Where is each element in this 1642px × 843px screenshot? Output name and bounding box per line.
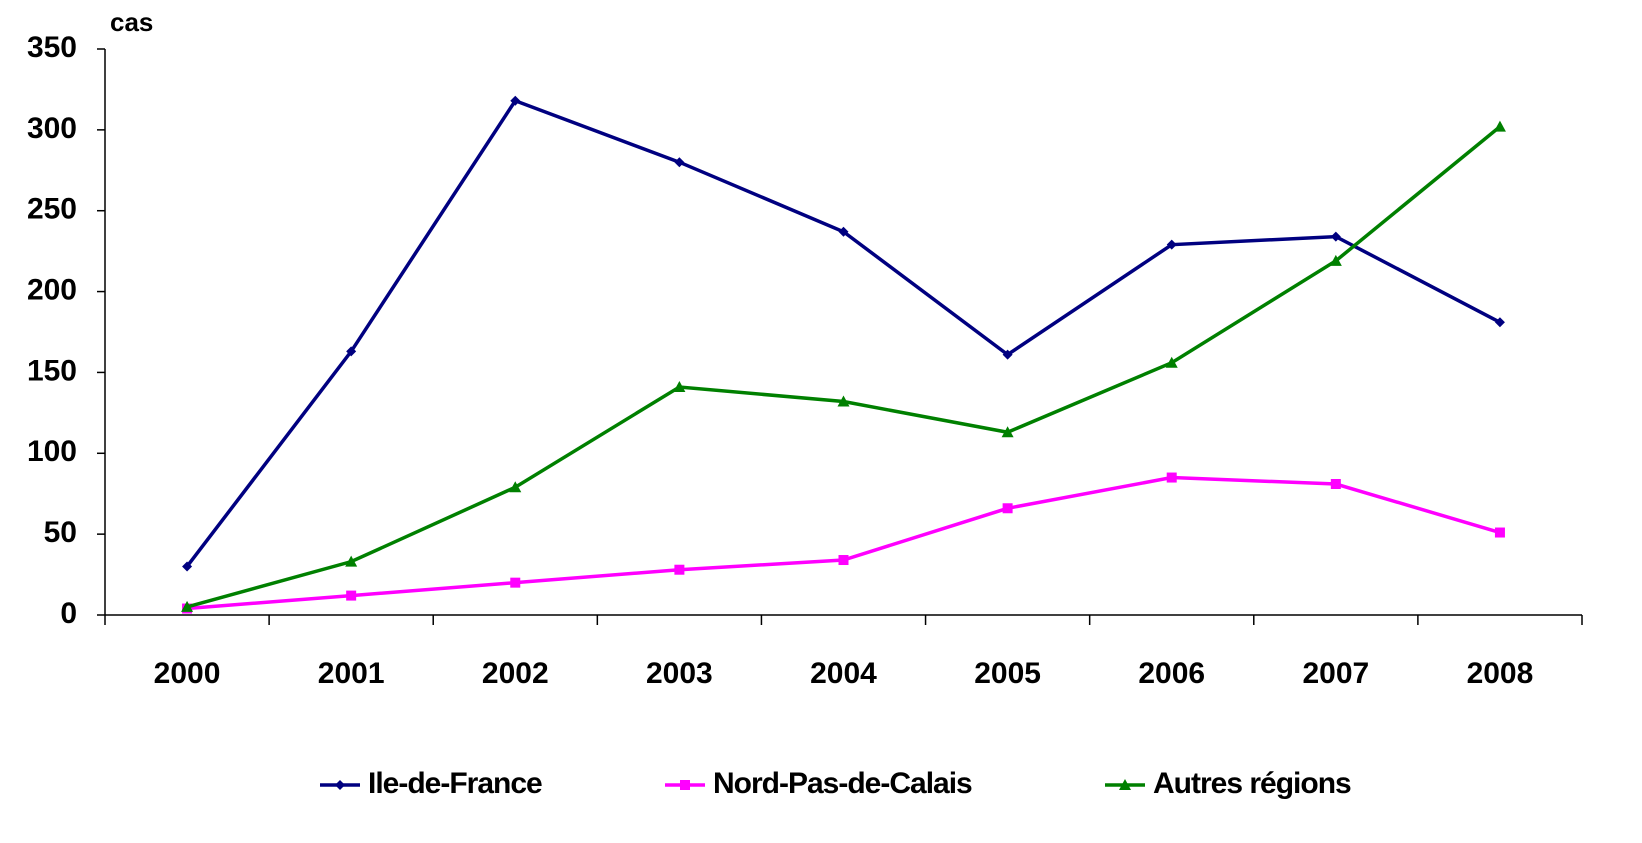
point	[838, 555, 849, 566]
point	[1166, 239, 1177, 250]
y-tick-label: 350	[27, 31, 77, 64]
point	[1329, 254, 1342, 266]
legend-marker	[335, 780, 345, 790]
point	[509, 481, 522, 493]
x-tick-label: 2006	[1138, 657, 1205, 690]
point	[1002, 503, 1013, 514]
point	[673, 380, 686, 392]
y-tick-label: 50	[44, 516, 77, 549]
x-tick-label: 2000	[154, 657, 221, 690]
point	[510, 95, 521, 106]
y-tick-label: 200	[27, 273, 77, 306]
y-tick-label: 300	[27, 112, 77, 145]
x-tick-label: 2007	[1302, 657, 1369, 690]
point	[837, 395, 850, 407]
x-tick-label: 2005	[974, 657, 1041, 690]
point	[674, 157, 685, 168]
point	[1494, 317, 1505, 328]
point	[1330, 231, 1341, 242]
x-tick-label: 2001	[318, 657, 385, 690]
point	[1165, 356, 1178, 368]
point	[1493, 120, 1506, 132]
point	[182, 561, 193, 572]
y-tick-label: 100	[27, 435, 77, 468]
point	[1330, 479, 1341, 490]
point	[510, 577, 521, 588]
point	[181, 600, 194, 612]
point	[346, 346, 357, 357]
point	[1001, 426, 1014, 438]
y-tick-label: 250	[27, 193, 77, 226]
x-tick-label: 2008	[1467, 657, 1534, 690]
legend-label: Nord-Pas-de-Calais	[713, 767, 972, 800]
y-tick-label: 0	[60, 597, 77, 630]
point	[346, 590, 357, 601]
x-tick-label: 2002	[482, 657, 549, 690]
point	[345, 555, 358, 567]
legend-label: Autres régions	[1153, 767, 1351, 800]
point	[1494, 527, 1505, 538]
point	[1002, 349, 1013, 360]
line	[186, 475, 1501, 611]
x-tick-label: 2004	[810, 657, 877, 690]
y-axis-label: cas	[110, 7, 153, 37]
legend-marker	[680, 780, 690, 790]
point	[674, 564, 685, 575]
y-tick-label: 150	[27, 354, 77, 387]
legend-label: Ile-de-France	[368, 767, 542, 800]
point	[1166, 472, 1177, 483]
x-tick-label: 2003	[646, 657, 713, 690]
line	[186, 125, 1502, 609]
point	[838, 226, 849, 237]
line	[185, 98, 1501, 568]
legend-marker	[1119, 779, 1131, 790]
